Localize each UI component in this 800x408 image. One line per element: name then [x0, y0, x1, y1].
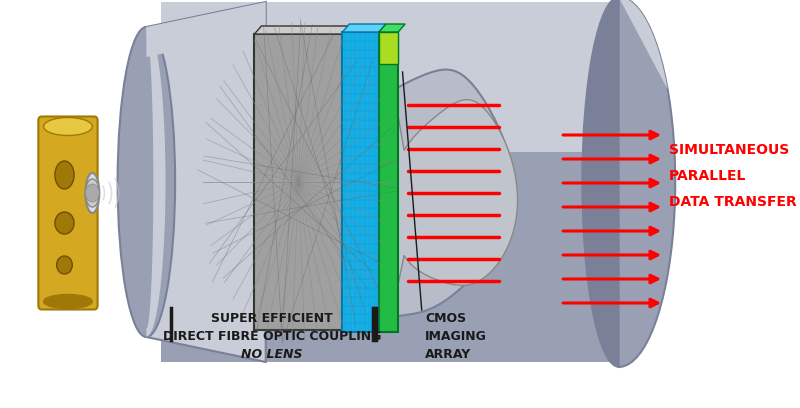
Polygon shape: [254, 26, 350, 34]
Text: SUPER EFFICIENT: SUPER EFFICIENT: [211, 311, 333, 324]
Polygon shape: [618, 0, 675, 367]
FancyBboxPatch shape: [38, 117, 98, 310]
Polygon shape: [379, 32, 398, 64]
Text: NO LENS: NO LENS: [241, 348, 302, 361]
Polygon shape: [146, 2, 266, 362]
Text: CMOS: CMOS: [426, 311, 466, 324]
Polygon shape: [254, 34, 342, 330]
Polygon shape: [342, 24, 386, 32]
Polygon shape: [342, 32, 379, 332]
Ellipse shape: [86, 179, 99, 207]
Polygon shape: [379, 32, 398, 332]
Polygon shape: [161, 2, 618, 362]
Polygon shape: [146, 2, 266, 57]
Text: SIMULTANEOUS: SIMULTANEOUS: [669, 143, 790, 157]
Text: DIRECT FIBRE OPTIC COUPLING: DIRECT FIBRE OPTIC COUPLING: [162, 330, 381, 342]
Text: IMAGING: IMAGING: [426, 330, 487, 342]
Polygon shape: [398, 100, 518, 285]
Text: DATA TRANSFER: DATA TRANSFER: [669, 195, 797, 209]
Polygon shape: [379, 24, 405, 32]
Ellipse shape: [55, 161, 74, 189]
Text: ARRAY: ARRAY: [426, 348, 471, 361]
Text: PARALLEL: PARALLEL: [669, 169, 746, 183]
Ellipse shape: [43, 295, 92, 308]
Ellipse shape: [86, 173, 99, 213]
Ellipse shape: [118, 27, 175, 337]
Polygon shape: [618, 0, 668, 89]
Ellipse shape: [57, 256, 72, 274]
Ellipse shape: [582, 0, 655, 367]
Polygon shape: [358, 62, 514, 322]
Polygon shape: [146, 27, 166, 337]
Ellipse shape: [55, 212, 74, 234]
Ellipse shape: [86, 184, 99, 202]
Ellipse shape: [43, 118, 92, 135]
Polygon shape: [161, 2, 618, 152]
